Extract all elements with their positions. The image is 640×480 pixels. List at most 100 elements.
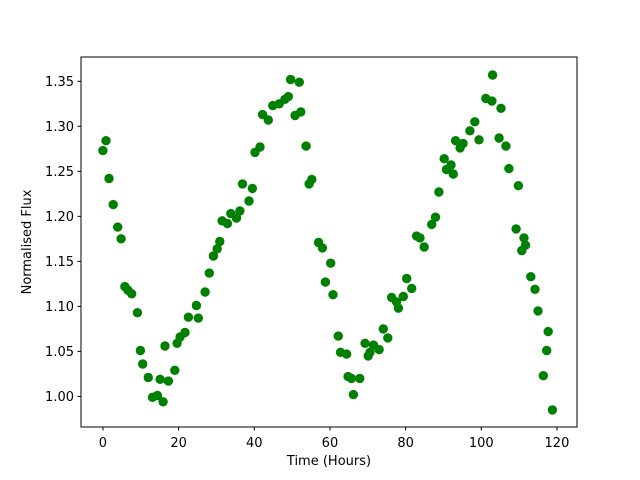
data-point: [158, 397, 168, 407]
data-point: [285, 74, 296, 85]
data-point: [320, 277, 331, 287]
y-tick-label: 1.00: [45, 390, 74, 405]
data-point: [116, 234, 126, 244]
data-point: [296, 107, 306, 117]
data-point: [215, 236, 225, 247]
data-point: [419, 242, 429, 252]
data-point: [283, 91, 293, 102]
data-point: [360, 338, 370, 348]
y-tick-label: 1.30: [45, 120, 74, 135]
data-point: [446, 160, 456, 170]
data-point: [496, 103, 506, 114]
data-point: [393, 303, 404, 313]
data-point: [244, 196, 254, 206]
data-point: [113, 222, 123, 232]
data-point: [383, 333, 393, 343]
data-point: [543, 326, 553, 337]
y-tick-label: 1.05: [45, 345, 74, 360]
data-point: [212, 244, 222, 254]
data-point: [402, 273, 412, 284]
data-point: [333, 331, 343, 341]
x-tick-label: 120: [545, 436, 570, 451]
data-point: [448, 169, 458, 179]
data-point: [132, 308, 143, 318]
data-point: [193, 313, 203, 323]
data-point: [301, 141, 311, 151]
data-point: [155, 374, 165, 384]
data-point: [235, 206, 245, 216]
data-point: [200, 287, 210, 297]
y-axis-label: Normalised Flux: [20, 189, 35, 294]
x-axis: 0 20 40 60 80 100 120: [99, 427, 570, 451]
data-point: [191, 300, 202, 311]
data-point: [542, 345, 552, 356]
data-point: [434, 187, 444, 197]
data-point: [374, 344, 384, 355]
data-point: [255, 142, 265, 152]
data-point: [222, 218, 233, 229]
data-point: [458, 138, 468, 149]
data-point: [511, 224, 521, 234]
data-point: [326, 258, 336, 268]
data-point: [127, 289, 137, 299]
x-tick-label: 20: [170, 436, 187, 451]
y-axis: 1.00 1.05 1.10 1.15 1.20 1.25 1.30 1.35: [45, 75, 81, 405]
data-point: [307, 174, 317, 185]
data-point: [494, 133, 504, 143]
data-point: [378, 324, 388, 334]
x-tick-label: 80: [397, 436, 414, 451]
data-point: [415, 233, 425, 243]
data-point: [163, 376, 174, 386]
data-point: [547, 405, 558, 415]
data-point: [465, 126, 475, 136]
data-point: [519, 233, 529, 243]
data-point: [247, 183, 258, 194]
data-point: [104, 173, 114, 184]
data-point: [346, 373, 357, 384]
x-tick-label: 60: [322, 436, 339, 451]
data-point: [108, 199, 118, 210]
data-point: [237, 179, 248, 189]
data-point: [170, 365, 180, 375]
data-point: [180, 327, 190, 338]
data-point: [526, 272, 536, 282]
data-point: [474, 135, 484, 145]
data-point: [520, 240, 531, 250]
data-point: [348, 389, 359, 400]
data-point: [294, 77, 304, 87]
data-point: [439, 154, 449, 164]
data-point: [533, 306, 543, 316]
data-point: [138, 359, 148, 369]
data-point: [470, 117, 480, 127]
data-point: [98, 145, 108, 156]
data-point: [501, 141, 511, 151]
data-point: [183, 312, 194, 322]
y-tick-label: 1.20: [45, 210, 74, 225]
data-point: [365, 347, 375, 357]
data-point: [513, 181, 524, 191]
data-point: [204, 268, 214, 278]
data-point: [450, 136, 461, 146]
data-point: [430, 212, 441, 222]
data-point: [504, 163, 514, 174]
y-tick-label: 1.35: [45, 75, 74, 90]
data-point: [135, 345, 146, 356]
data-point: [101, 136, 111, 146]
data-point: [487, 70, 498, 80]
y-tick-label: 1.15: [45, 255, 74, 270]
data-point: [398, 291, 408, 302]
data-points: [98, 70, 558, 415]
data-point: [538, 371, 548, 381]
data-point: [152, 390, 163, 401]
data-point: [427, 219, 437, 230]
x-tick-label: 0: [99, 436, 107, 451]
data-point: [231, 213, 242, 223]
data-point: [530, 284, 540, 294]
data-point: [355, 373, 365, 384]
data-point: [328, 290, 338, 300]
data-point: [407, 283, 417, 294]
data-point: [341, 349, 352, 359]
data-point: [317, 243, 328, 253]
